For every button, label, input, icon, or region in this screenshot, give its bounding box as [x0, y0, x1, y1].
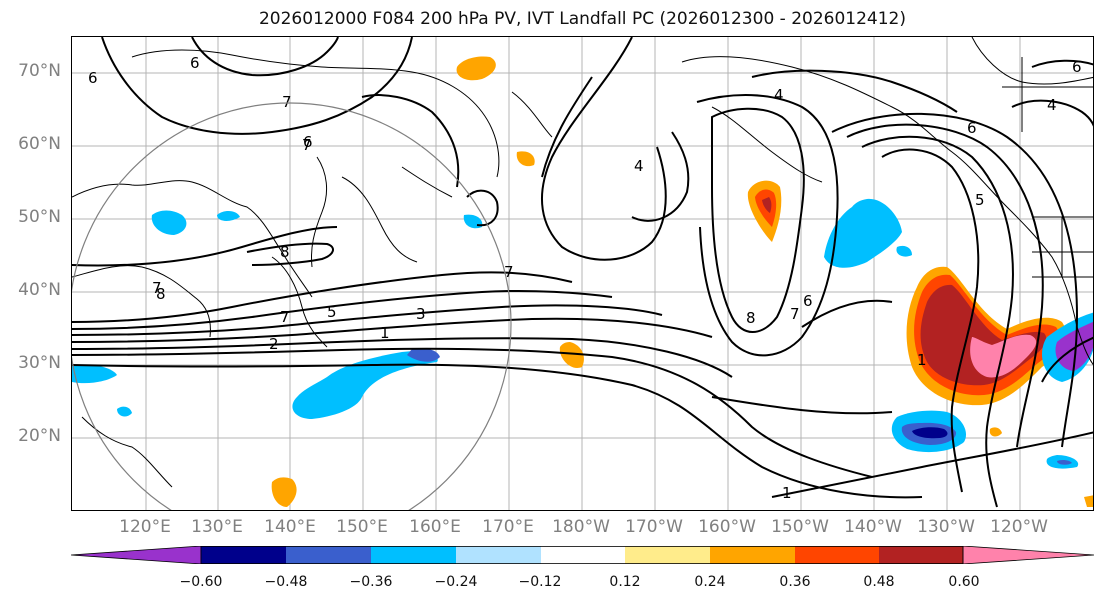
colorbar-tick: 0.12: [609, 574, 641, 590]
colorbar-bin: [201, 546, 286, 564]
colorbar-tick: 0.24: [694, 574, 726, 590]
colorbar-bin: [795, 546, 879, 564]
contour-label: 7: [790, 305, 800, 323]
colorbar-bin: [371, 546, 456, 564]
contour-label: 6: [303, 133, 313, 151]
lat-label-40n: 40°N: [18, 280, 61, 300]
lon-label-160w: 160°W: [698, 517, 756, 537]
contour-label: 5: [327, 303, 337, 321]
lon-label-140w: 140°W: [844, 517, 902, 537]
contour-label: 4: [774, 86, 784, 104]
shade-kuroshio-cool: [407, 348, 440, 362]
reference-circle: [72, 102, 512, 510]
colorbar-tick: −0.12: [518, 574, 562, 590]
shade-japan-sea-cool: [292, 351, 438, 419]
shade-taiwan-cool: [117, 406, 132, 417]
shade-manchuria-cool-2: [217, 211, 240, 221]
lon-label-180w: 180°W: [552, 517, 610, 537]
colorbar-bin: [541, 546, 625, 564]
shade-manchuria-cool: [151, 210, 187, 235]
contour-label: 7: [302, 136, 312, 154]
contour-label: 6: [88, 69, 98, 87]
colorbar-tick: −0.60: [179, 574, 223, 590]
lat-label-60n: 60°N: [18, 134, 61, 154]
shade-hawaii-strong: [912, 427, 948, 439]
contour-label: 4: [634, 157, 644, 175]
contour-label: 6: [190, 54, 200, 72]
contour-label: 7: [280, 308, 290, 326]
shade-central-pacific-warm: [559, 342, 584, 368]
colorbar-tick: 0.36: [779, 574, 811, 590]
contour-label: 3: [416, 305, 426, 323]
lon-label-150e: 150°E: [336, 517, 388, 537]
lon-label-120e: 120°E: [119, 517, 171, 537]
lon-label-130e: 130°E: [191, 517, 243, 537]
pv-contours: [72, 37, 1093, 508]
contour-label: 7: [504, 263, 514, 281]
contour-label: 8: [746, 309, 756, 327]
ivt-shading: [72, 56, 1093, 507]
contour-label: 7: [152, 279, 162, 297]
colorbar-extend-min: [71, 546, 202, 564]
map-title: 2026012000 F084 200 hPa PV, IVT Landfall…: [258, 9, 906, 29]
contour-label: 1: [380, 324, 390, 342]
shade-baja-warm: [989, 427, 1002, 437]
colorbar-bin: [286, 546, 371, 564]
lat-label-30n: 30°N: [18, 353, 61, 373]
lon-label-170w: 170°W: [625, 517, 683, 537]
coastlines: [72, 37, 1093, 488]
colorbar: [71, 546, 1094, 564]
lon-label-160e: 160°E: [409, 517, 461, 537]
shade-china-cool: [72, 364, 117, 384]
shade-south-warm: [271, 477, 297, 507]
contour-label: 6: [803, 292, 813, 310]
map-panel: 6 7 6 7 4 6 8 7 7 5 3 1 2 7 4 8 7 6 1 5 …: [71, 36, 1094, 511]
lat-label-50n: 50°N: [18, 207, 61, 227]
shade-east-cool-core: [1057, 459, 1072, 465]
colorbar-tick: −0.48: [264, 574, 308, 590]
shade-gulf-small-cool: [896, 245, 912, 257]
contour-label: 1: [782, 484, 792, 502]
lon-label-120w: 120°W: [990, 517, 1048, 537]
shade-aleutian-west-warm: [516, 151, 535, 167]
shade-aleutian-core: [762, 197, 772, 213]
contour-label: 7: [282, 93, 292, 111]
map-canvas: 6 7 6 7 4 6 8 7 7 5 3 1 2 7 4 8 7 6 1 5 …: [72, 37, 1093, 510]
colorbar-tick: 0.48: [863, 574, 895, 590]
shade-chukotka-warm: [456, 56, 496, 81]
contour-label: 6: [1072, 58, 1082, 76]
colorbar-extend-max: [962, 546, 1094, 564]
lon-label-150w: 150°W: [771, 517, 829, 537]
colorbar-tick: −0.24: [434, 574, 478, 590]
contour-label: 8: [156, 285, 166, 303]
contour-label: 4: [1047, 96, 1057, 114]
contour-label: 6: [967, 119, 977, 137]
lon-label-140e: 140°E: [264, 517, 316, 537]
shade-gulf-alaska-cool: [824, 198, 902, 268]
lat-label-20n: 20°N: [18, 426, 61, 446]
contour-label: 8: [280, 243, 290, 261]
colorbar-bin: [625, 546, 710, 564]
shade-east-pacific-pink: [970, 334, 1037, 378]
colorbar-tick: 0.60: [948, 574, 980, 590]
lon-label-130w: 130°W: [917, 517, 975, 537]
contour-label: 1: [917, 351, 927, 369]
colorbar-bin: [879, 546, 963, 564]
lat-label-70n: 70°N: [18, 61, 61, 81]
colorbar-tick: −0.36: [349, 574, 393, 590]
contour-label: 5: [975, 191, 985, 209]
lon-label-170e: 170°E: [482, 517, 534, 537]
shade-edge-warm: [1084, 495, 1093, 507]
contour-labels: 6 7 6 7 4 6 8 7 7 5 3 1 2 7 4 8 7 6 1 5 …: [88, 54, 1082, 502]
colorbar-bin: [456, 546, 541, 564]
colorbar-bin: [710, 546, 795, 564]
contour-label: 2: [269, 335, 279, 353]
shade-california-purple-core: [1055, 321, 1093, 371]
